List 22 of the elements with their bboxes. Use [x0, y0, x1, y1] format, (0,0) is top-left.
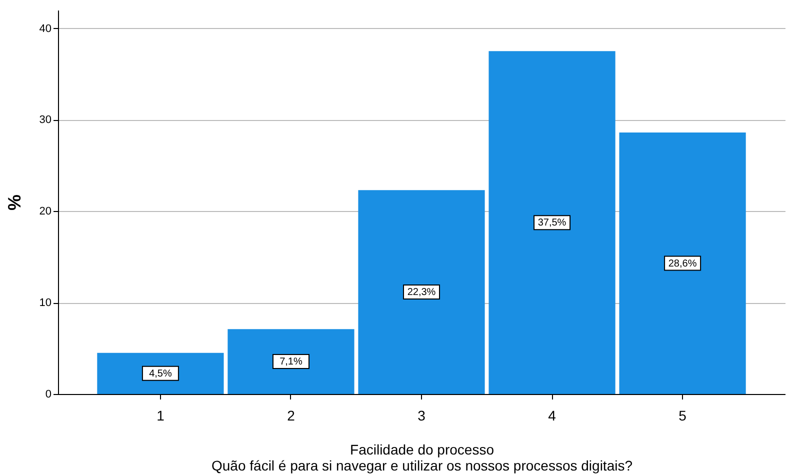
- y-tick-label: 10: [39, 297, 52, 310]
- bar: [97, 352, 224, 394]
- data-label: 28,6%: [668, 258, 697, 270]
- x-tick-label: 3: [418, 408, 426, 424]
- data-label: 4,5%: [149, 368, 172, 380]
- y-tick-label: 0: [45, 388, 52, 400]
- bar: [488, 51, 616, 394]
- x-tick-label: 4: [548, 408, 556, 424]
- bar: [358, 190, 485, 394]
- bar: [228, 329, 354, 394]
- y-axis-title: %: [4, 194, 24, 211]
- y-tick-label: 20: [39, 206, 52, 218]
- data-label: 37,5%: [538, 218, 566, 229]
- data-label: 22,3%: [407, 287, 436, 298]
- data-label: 7,1%: [280, 356, 302, 368]
- bar: [619, 132, 746, 394]
- y-tick-label: 40: [39, 22, 52, 35]
- x-axis-title: Facilidade do processo Quão fácil é para si navegar e utilizar os nossos processos digitais?: [212, 442, 633, 474]
- y-tick-label: 30: [39, 114, 52, 126]
- x-tick-label: 5: [678, 408, 687, 424]
- x-tick-label: 2: [287, 408, 296, 424]
- x-tick-label: 1: [156, 408, 165, 424]
